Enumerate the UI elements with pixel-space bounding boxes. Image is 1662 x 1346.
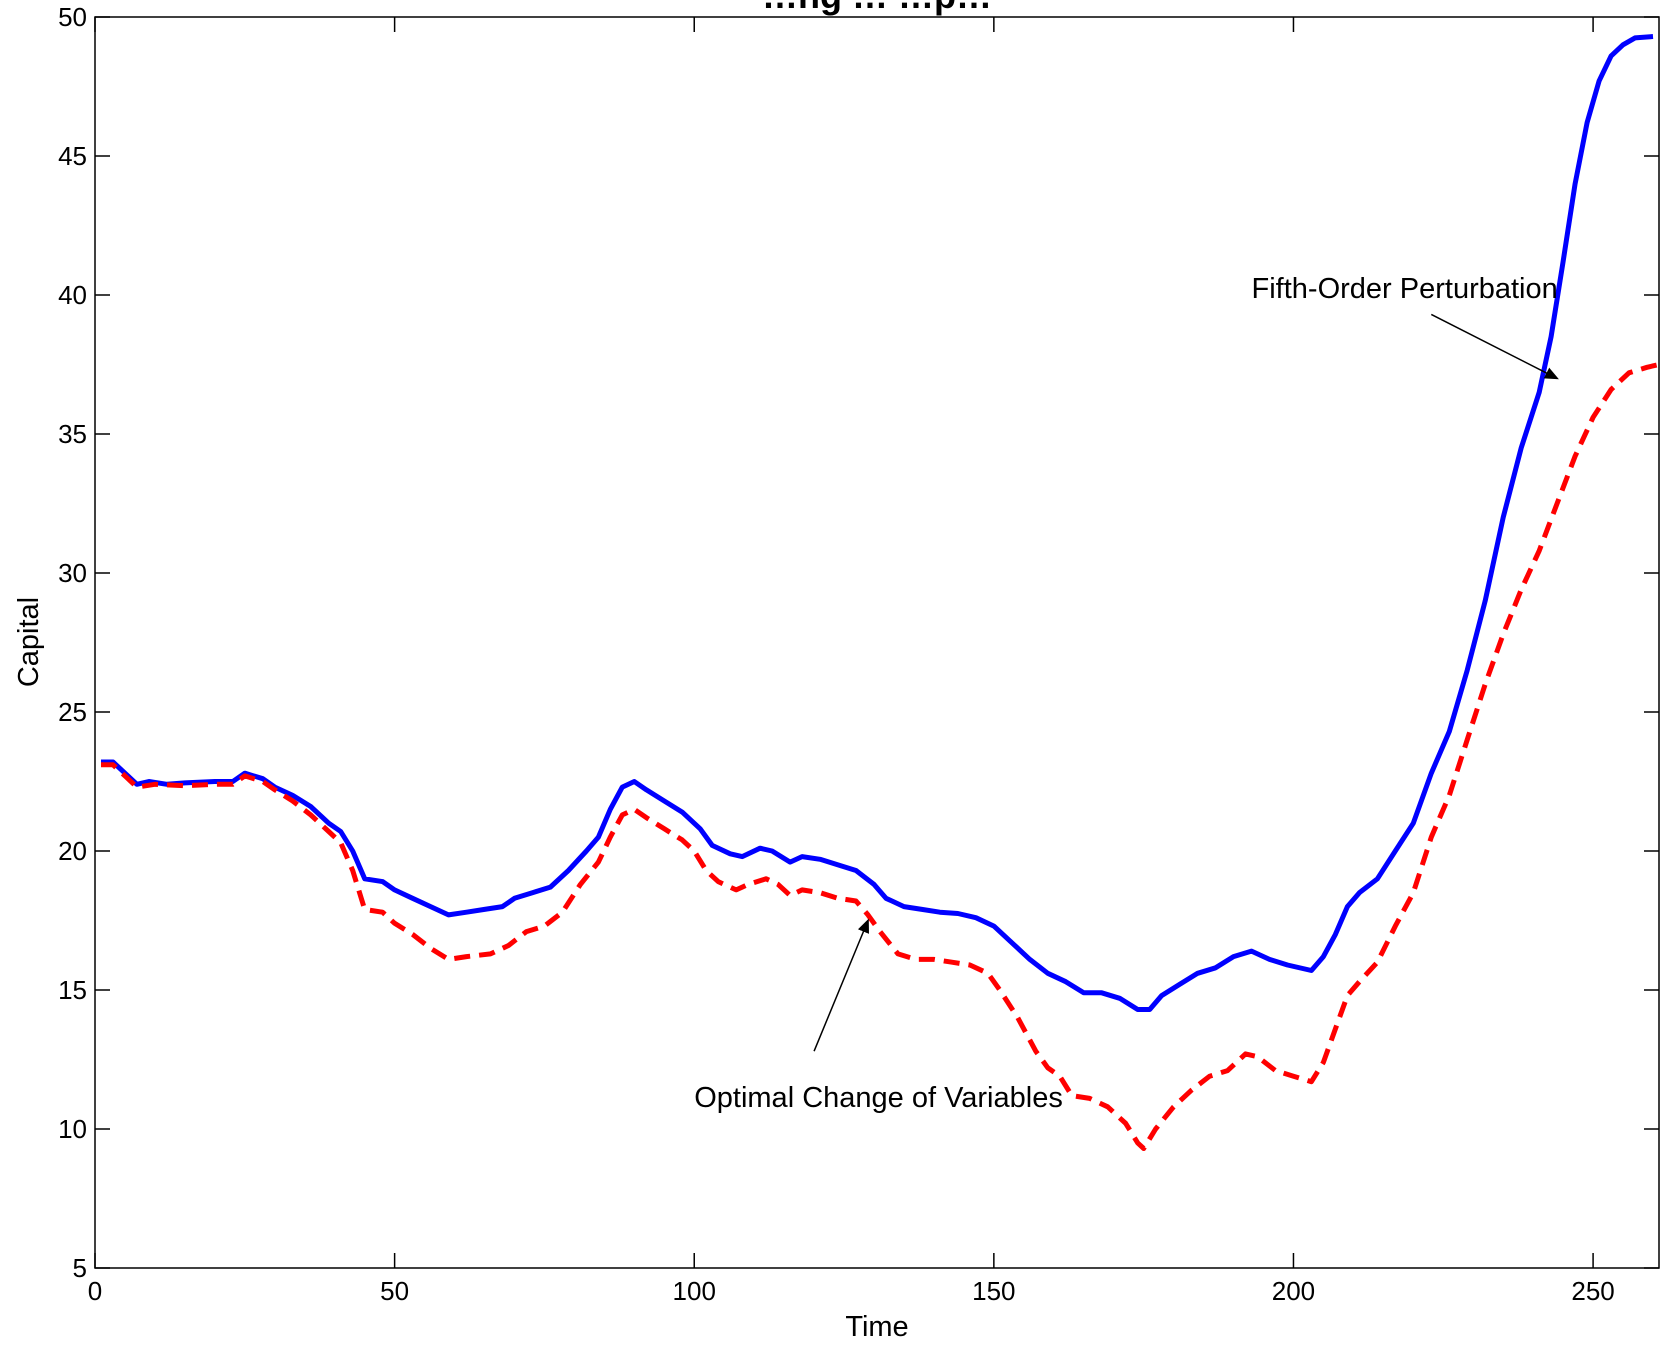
- annotation-label-1: Optimal Change of Variables: [694, 1082, 1063, 1114]
- series-layer: [101, 34, 1659, 1151]
- y-tick-label: 15: [58, 975, 87, 1005]
- annotation-arrow-0: [1430, 313, 1559, 380]
- y-tick-label: 10: [58, 1114, 87, 1144]
- y-tick-label: 45: [58, 141, 87, 171]
- plot-frame: [94, 16, 1660, 1269]
- x-tick-label: 0: [88, 1276, 102, 1306]
- ticks-layer: 0 50 100 150 200 250 5 10 15 20 25 30 35 40 45 50: [58, 2, 1659, 1306]
- chart-title: …ng … …p…: [762, 0, 992, 16]
- y-tick-label: 25: [58, 697, 87, 727]
- y-axis-label: Capital: [13, 597, 45, 687]
- annotation-label-0: Fifth-Order Perturbation: [1252, 273, 1558, 305]
- y-tick-label: 50: [58, 2, 87, 32]
- y-tick-label: 30: [58, 558, 87, 588]
- x-axis-label: Time: [845, 1311, 908, 1343]
- annotation-layer: Fifth-Order Perturbation Optimal Change o…: [694, 273, 1559, 1114]
- x-tick-label: 250: [1571, 1276, 1614, 1306]
- series-line-0: [101, 34, 1654, 1012]
- annotation-arrow-1: [813, 918, 869, 1052]
- y-tick-label: 20: [58, 836, 87, 866]
- x-tick-label: 100: [673, 1276, 716, 1306]
- x-tick-label: 150: [972, 1276, 1015, 1306]
- y-tick-label: 5: [73, 1253, 87, 1283]
- x-tick-label: 200: [1272, 1276, 1315, 1306]
- y-tick-label: 40: [58, 280, 87, 310]
- x-tick-label: 50: [380, 1276, 409, 1306]
- y-tick-label: 35: [58, 419, 87, 449]
- series-line-1: [101, 362, 1659, 1151]
